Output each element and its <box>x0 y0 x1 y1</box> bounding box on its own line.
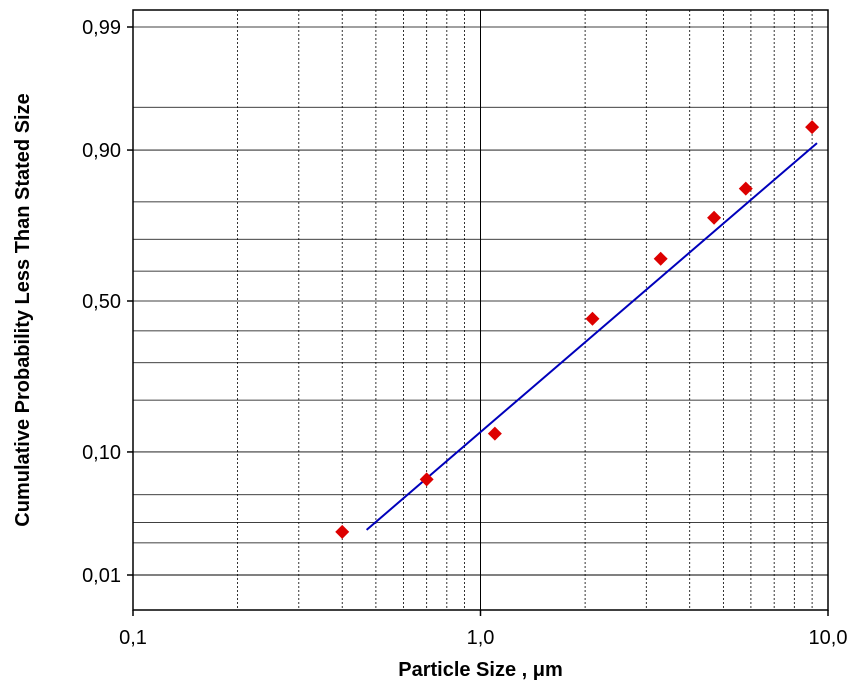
x-tick-label: 10,0 <box>809 627 848 649</box>
x-axis-title: Particle Size , μm <box>398 659 563 681</box>
y-tick-label: 0,10 <box>82 442 121 464</box>
data-point <box>487 426 502 441</box>
data-series <box>335 120 820 539</box>
y-axis-ticks: 0,01 0,10 0,50 0,90 0,99 <box>82 17 133 587</box>
x-tick-label: 1,0 <box>467 627 495 649</box>
y-tick-label: 0,90 <box>82 140 121 162</box>
data-point <box>419 472 434 487</box>
fit-line <box>365 142 818 531</box>
data-point <box>653 251 668 266</box>
x-axis-ticks: 0,1 1,0 10,0 <box>119 610 847 649</box>
y-tick-label: 0,99 <box>82 17 121 39</box>
y-tick-label: 0,50 <box>82 291 121 313</box>
x-tick-label: 0,1 <box>119 627 147 649</box>
data-point <box>585 311 600 326</box>
data-point <box>707 210 722 225</box>
y-axis-title: Cumulative Probability Less Than Stated … <box>12 93 34 526</box>
data-point <box>335 524 350 539</box>
grid-lines <box>133 10 828 610</box>
data-point <box>805 120 820 135</box>
data-point <box>738 181 753 196</box>
y-tick-label: 0,01 <box>82 565 121 587</box>
